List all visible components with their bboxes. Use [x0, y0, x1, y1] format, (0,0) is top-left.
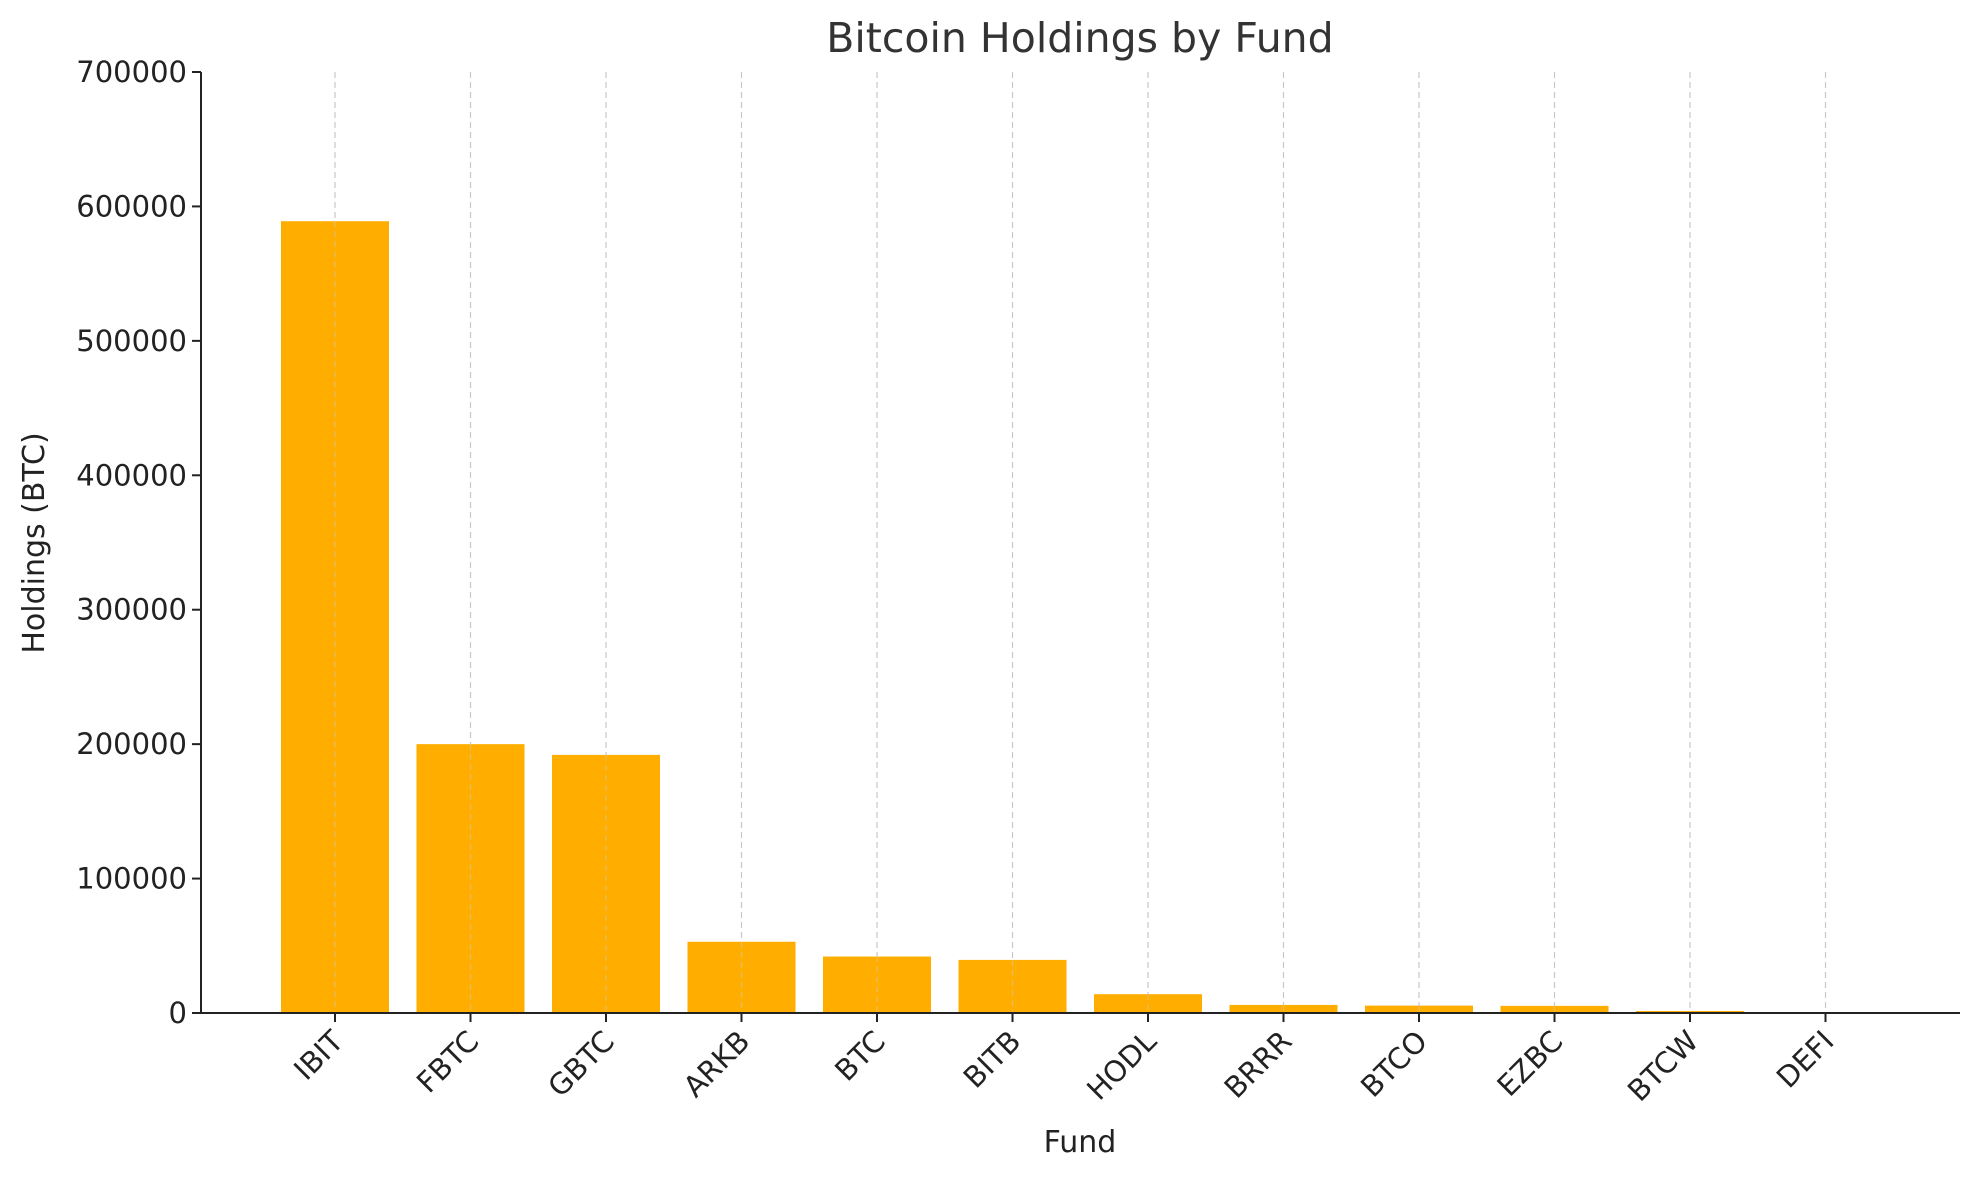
x-tick-label-bitb: BITB: [957, 1024, 1028, 1095]
x-tick-label-brrr: BRRR: [1218, 1024, 1299, 1105]
x-tick-label-btco: BTCO: [1354, 1024, 1434, 1104]
y-tick-layer: 0 100000 200000 300000 400000 500000 600000 700…: [76, 55, 201, 1030]
y-tick-label-600000: 600000: [76, 189, 187, 223]
x-tick-label-gbtc: GBTC: [541, 1024, 621, 1104]
axis-layer: [200, 72, 1960, 1014]
chart-title: Bitcoin Holdings by Fund: [826, 14, 1333, 62]
x-tick-label-btc: BTC: [828, 1024, 892, 1088]
x-tick-layer: IBIT FBTC GBTC ARKB BTC BITB HODL BRRR BTCO EZBC B…: [287, 1013, 1840, 1108]
x-tick-label-fbtc: FBTC: [410, 1024, 486, 1100]
x-tick-label-defi: DEFI: [1770, 1024, 1841, 1095]
y-tick-label-0: 0: [169, 996, 187, 1030]
y-tick-label-700000: 700000: [76, 55, 187, 89]
y-tick-label-300000: 300000: [76, 593, 187, 627]
bar-hodl: [1094, 994, 1202, 1013]
y-tick-label-400000: 400000: [76, 458, 187, 492]
y-tick-label-200000: 200000: [76, 727, 187, 761]
y-axis-label: Holdings (BTC): [17, 432, 52, 653]
x-tick-label-btcw: BTCW: [1621, 1024, 1705, 1108]
x-tick-label-hodl: HODL: [1080, 1024, 1163, 1107]
bar-layer: [281, 221, 1880, 1014]
x-tick-label-arkb: ARKB: [677, 1024, 757, 1104]
y-tick-label-100000: 100000: [76, 862, 187, 896]
bar-btc: [823, 956, 931, 1013]
x-tick-label-ibit: IBIT: [287, 1024, 350, 1087]
bar-gbtc: [552, 754, 660, 1013]
y-tick-label-500000: 500000: [76, 324, 187, 358]
x-tick-label-ezbc: EZBC: [1490, 1024, 1569, 1103]
x-axis-label: Fund: [1044, 1125, 1117, 1160]
